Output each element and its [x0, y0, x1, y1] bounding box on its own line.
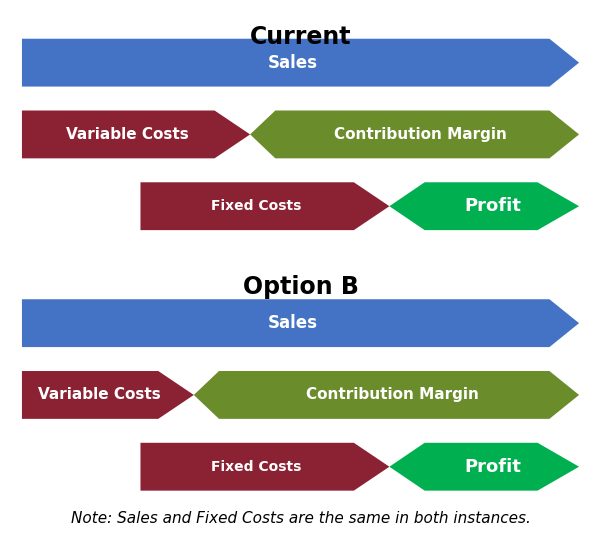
Polygon shape [22, 111, 250, 158]
Text: Variable Costs: Variable Costs [38, 387, 160, 402]
Text: Profit: Profit [465, 458, 522, 476]
Text: Option B: Option B [243, 275, 358, 299]
Polygon shape [22, 371, 194, 419]
Polygon shape [250, 111, 579, 158]
Polygon shape [22, 299, 579, 347]
Text: Fixed Costs: Fixed Costs [211, 199, 301, 213]
Polygon shape [194, 371, 579, 419]
Text: Variable Costs: Variable Costs [66, 127, 189, 142]
Polygon shape [22, 39, 579, 86]
Text: Profit: Profit [465, 197, 522, 215]
Text: Sales: Sales [268, 314, 318, 332]
Polygon shape [141, 443, 389, 491]
Text: Contribution Margin: Contribution Margin [334, 127, 507, 142]
Text: Sales: Sales [268, 53, 318, 72]
Polygon shape [389, 443, 579, 491]
Polygon shape [141, 183, 389, 230]
Text: Note: Sales and Fixed Costs are the same in both instances.: Note: Sales and Fixed Costs are the same… [70, 511, 531, 526]
Text: Contribution Margin: Contribution Margin [307, 387, 479, 402]
Polygon shape [389, 183, 579, 230]
Text: Current: Current [250, 25, 351, 50]
Text: Fixed Costs: Fixed Costs [211, 460, 301, 474]
